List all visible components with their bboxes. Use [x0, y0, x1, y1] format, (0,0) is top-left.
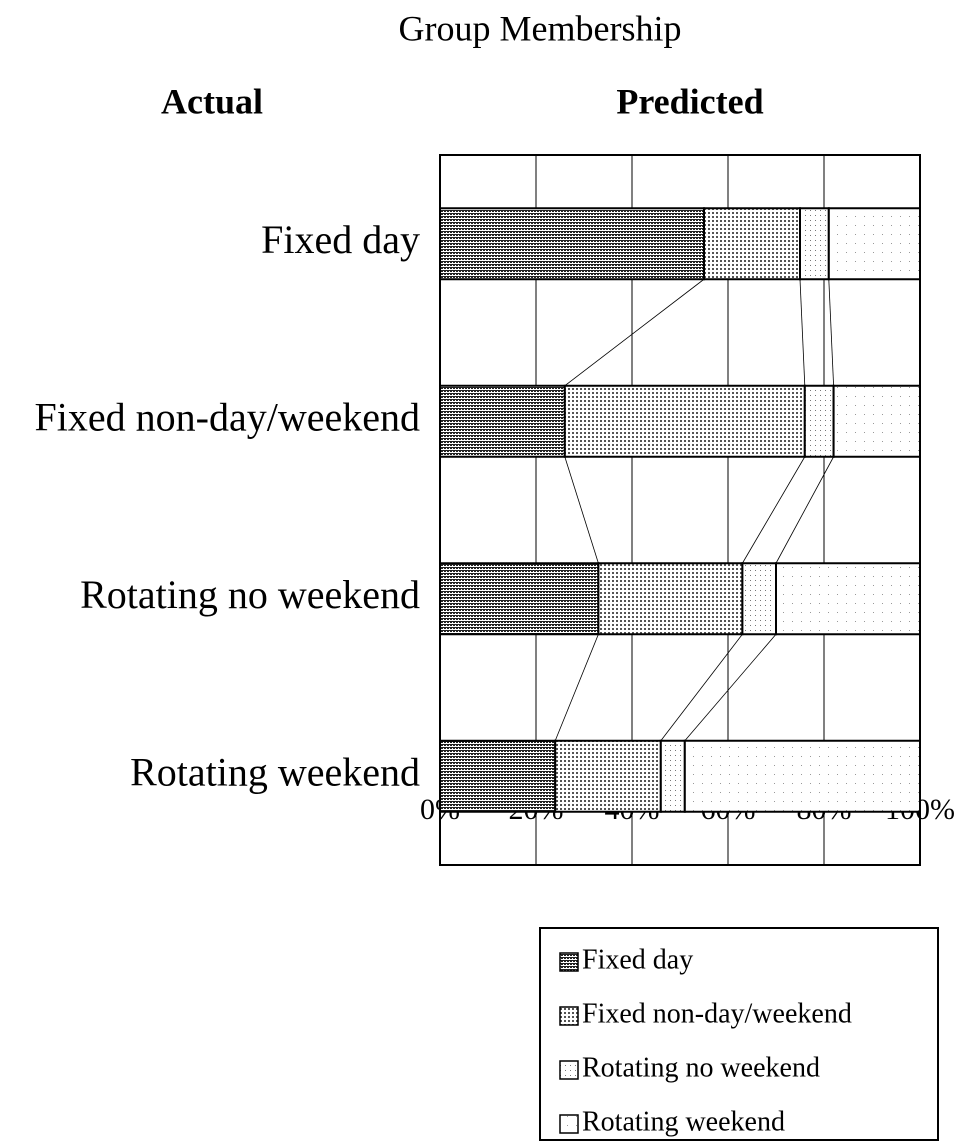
bar-segment — [775, 562, 921, 636]
bar-segment — [439, 562, 600, 636]
bar-segment — [803, 384, 835, 458]
legend-swatch — [559, 1060, 579, 1080]
bar-segment — [832, 384, 921, 458]
connector-line — [828, 279, 834, 386]
bar-segment — [741, 562, 778, 636]
bar-segment — [683, 739, 921, 813]
bar-segment — [439, 384, 566, 458]
bar-segment — [827, 207, 921, 281]
legend-label: Rotating weekend — [582, 1106, 785, 1137]
legend-swatch — [559, 952, 579, 972]
connector-line — [660, 634, 743, 741]
legend-label: Fixed non-day/weekend — [582, 998, 852, 1029]
legend-box — [539, 927, 939, 1141]
x-axis-title: Predicted — [616, 81, 763, 121]
connector-line — [564, 456, 599, 564]
bar-segment — [799, 207, 830, 281]
y-tick-label: Fixed day — [261, 217, 420, 262]
bar-segment — [439, 207, 705, 281]
connector-line — [775, 456, 834, 564]
legend-swatch — [559, 1114, 579, 1134]
connector-line — [742, 456, 806, 564]
connector-line — [684, 633, 777, 742]
legend-label: Rotating no weekend — [582, 1052, 820, 1083]
bar-segment — [563, 384, 806, 458]
bar-segment — [554, 739, 662, 813]
chart-title: Group Membership — [399, 8, 682, 48]
bar-segment — [659, 739, 686, 813]
bar-segment — [597, 562, 744, 636]
legend-label: Fixed day — [582, 944, 693, 975]
bar-segment — [439, 739, 557, 813]
bar-segment — [703, 207, 801, 281]
y-tick-label: Rotating no weekend — [80, 572, 420, 617]
legend-swatch — [559, 1006, 579, 1026]
y-axis-title: Actual — [161, 81, 263, 121]
y-tick-label: Rotating weekend — [130, 749, 420, 794]
connector-line — [554, 634, 599, 741]
connector-line — [564, 278, 705, 387]
connector-line — [799, 279, 806, 386]
y-tick-label: Fixed non-day/weekend — [35, 394, 420, 439]
